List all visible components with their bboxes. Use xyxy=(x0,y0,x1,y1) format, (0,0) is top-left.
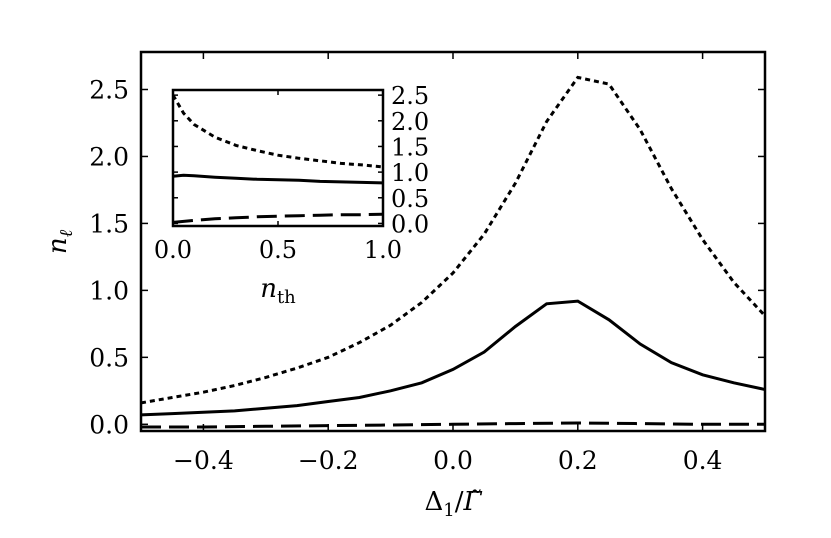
x-axis-title: Δ1/Γ̃ xyxy=(424,487,482,521)
main-series-dotted xyxy=(141,75,765,405)
main-x-tick-label: 0.0 xyxy=(433,446,473,475)
inset-y-tick-label: 2.5 xyxy=(391,82,429,110)
inset-series-dashed xyxy=(173,212,383,224)
main-series-solid xyxy=(141,299,765,417)
main-y-tick-label: 0.5 xyxy=(89,343,129,372)
inset-x-tick-label: 1.0 xyxy=(364,236,402,264)
inset-x-axis-title: nth xyxy=(260,274,296,308)
main-plot: −0.4 −0.2 0.0 0.2 0.40.00.51.01.52.02.5Δ1/Γ̃… xyxy=(43,50,767,521)
main-y-tick-label: 1.0 xyxy=(89,276,129,305)
inset-x-tick-label: 0.0 xyxy=(154,236,192,264)
inset-series-dotted xyxy=(173,94,383,169)
inset-series-solid xyxy=(173,173,383,185)
inset-y-tick-label: 1.5 xyxy=(391,133,429,161)
inset-x-tick-label: 0.5 xyxy=(259,236,297,264)
main-x-tick-label: 0.4 xyxy=(683,446,723,475)
main-y-tick-label: 2.5 xyxy=(89,75,129,104)
inset-y-tick-label: 0.0 xyxy=(391,210,429,238)
main-y-tick-label: 1.5 xyxy=(89,209,129,238)
main-y-tick-label: 0.0 xyxy=(89,410,129,439)
y-axis-title: nℓ xyxy=(43,229,77,254)
main-x-tick-label: 0.2 xyxy=(558,446,598,475)
inset-y-tick-label: 1.0 xyxy=(391,159,429,187)
inset-y-tick-label: 2.0 xyxy=(391,108,429,136)
inset-y-tick-label: 0.5 xyxy=(391,185,429,213)
main-y-tick-label: 2.0 xyxy=(89,142,129,171)
main-x-tick-label: −0.4 xyxy=(173,446,234,475)
main-x-tick-label: −0.2 xyxy=(298,446,359,475)
